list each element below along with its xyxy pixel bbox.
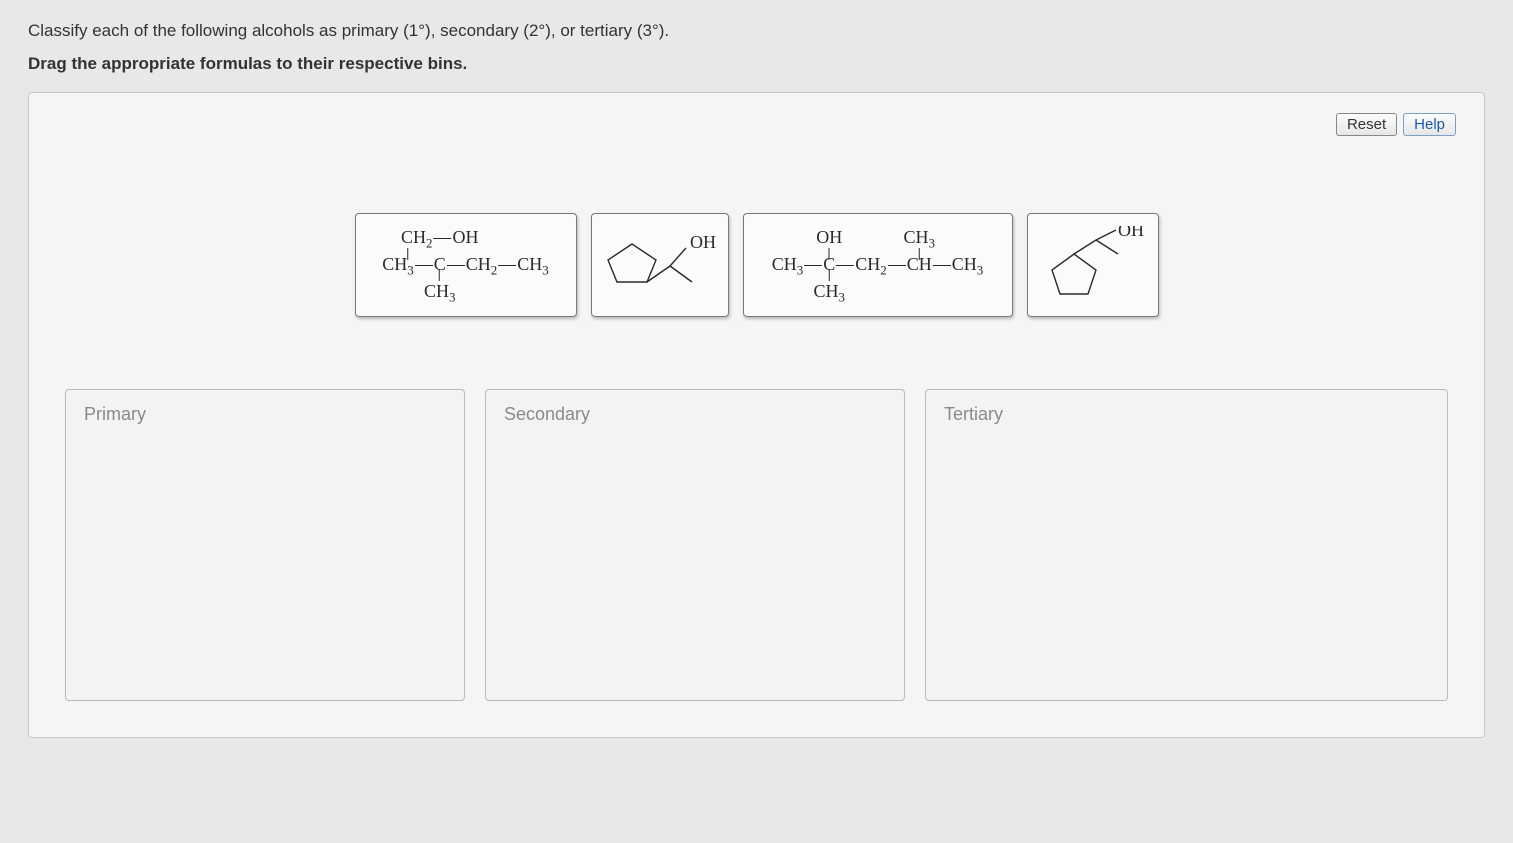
reset-button[interactable]: Reset	[1336, 113, 1397, 136]
bin-primary-label: Primary	[84, 404, 146, 424]
draggable-molecule-3[interactable]: CH3 OH C CH3 CH2 CH3 CH	[743, 213, 1013, 317]
help-button[interactable]: Help	[1403, 113, 1456, 136]
bin-secondary[interactable]: Secondary	[485, 389, 905, 701]
mol4-structure-svg: OH	[1038, 226, 1148, 304]
mol3-ch2: CH2	[855, 254, 887, 274]
draggable-molecule-1[interactable]: CH3 CH2OH C CH3 CH2 CH3	[355, 213, 577, 317]
bins-row: Primary Secondary Tertiary	[65, 389, 1448, 701]
workspace-controls: Reset Help	[1336, 113, 1456, 136]
mol2-oh-label: OH	[690, 232, 716, 252]
draggable-items-row: CH3 CH2OH C CH3 CH2CH3	[65, 213, 1448, 317]
draggable-molecule-2[interactable]: OH	[591, 213, 729, 317]
mol1-left: CH3	[382, 254, 414, 274]
bin-tertiary-label: Tertiary	[944, 404, 1003, 424]
mol1-r2: CH3	[517, 254, 549, 274]
mol2-structure-svg: OH	[602, 230, 718, 300]
mol3-ch-branch: CH3 CH	[907, 254, 932, 275]
mol3-left: CH3	[772, 254, 804, 274]
drag-drop-workspace: Reset Help CH3 CH2OH C CH3 CH2CH3	[28, 92, 1485, 738]
instruction-text: Drag the appropriate formulas to their r…	[28, 54, 1485, 74]
bin-primary[interactable]: Primary	[65, 389, 465, 701]
mol1-center-carbon: CH2OH C CH3	[434, 254, 446, 275]
question-text: Classify each of the following alcohols …	[28, 18, 1485, 44]
mol4-oh-label: OH	[1118, 226, 1144, 240]
bin-tertiary[interactable]: Tertiary	[925, 389, 1448, 701]
mol3-c-oh: OH C CH3	[823, 254, 835, 275]
mol3-end: CH3	[952, 254, 984, 274]
mol1-r1: CH2	[466, 254, 498, 274]
draggable-molecule-4[interactable]: OH	[1027, 213, 1159, 317]
bin-secondary-label: Secondary	[504, 404, 590, 424]
